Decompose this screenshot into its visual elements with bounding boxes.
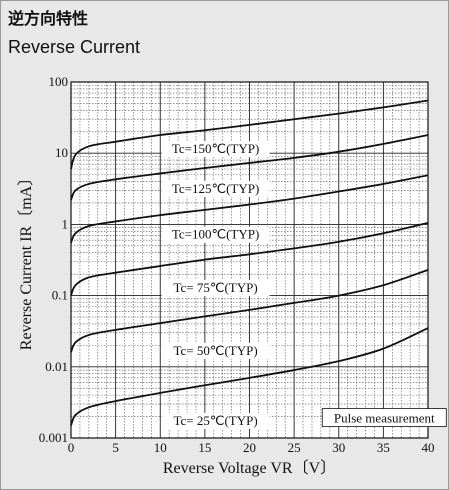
- y-tick-label: 1: [62, 216, 69, 231]
- x-tick-label: 40: [422, 440, 435, 455]
- series-line: [70, 174, 429, 244]
- y-tick-label: 0.1: [52, 288, 68, 303]
- series-label-bg: [161, 180, 270, 197]
- series-label: Tc= 25℃(TYP): [173, 413, 257, 428]
- series-label-bg: [161, 412, 270, 429]
- chart-title-english: Reverse Current: [8, 37, 141, 57]
- y-axis-title: Reverse Current IR〔mA〕: [17, 170, 35, 350]
- series-label: Tc= 50℃(TYP): [173, 343, 257, 358]
- annotation-box: [321, 408, 447, 427]
- x-tick-label: 5: [112, 440, 119, 455]
- y-tick-label: 0.01: [45, 359, 68, 374]
- plot-border: [70, 81, 429, 439]
- series-label-bg: [161, 141, 270, 158]
- x-tick-label: 15: [198, 440, 211, 455]
- x-tick-label: 0: [68, 440, 75, 455]
- series-label: Tc=125℃(TYP): [172, 181, 259, 196]
- series-label-bg: [161, 226, 270, 243]
- x-tick-label: 10: [154, 440, 167, 455]
- series-group: [70, 99, 429, 429]
- series-label: Tc=150℃(TYP): [172, 141, 259, 156]
- chart-title-japanese: 逆方向特性: [8, 9, 89, 28]
- series-label: Tc= 75℃(TYP): [173, 280, 257, 295]
- series-label-bg: [161, 280, 270, 297]
- y-tick-label: 100: [49, 74, 69, 89]
- series-line: [70, 222, 429, 296]
- x-tick-label: 35: [377, 440, 390, 455]
- series-label: Tc=100℃(TYP): [172, 227, 259, 242]
- x-axis-title: Reverse Voltage VR〔V〕: [163, 459, 336, 477]
- x-tick-label: 25: [288, 440, 301, 455]
- x-tick-label: 20: [243, 440, 256, 455]
- series-line: [70, 327, 429, 426]
- series-line: [70, 99, 429, 170]
- series-line: [70, 134, 429, 201]
- series-label-bg: [161, 342, 270, 359]
- y-tick-label: 10: [55, 145, 68, 160]
- series-line: [70, 268, 429, 353]
- y-tick-label: 0.001: [39, 430, 68, 445]
- x-tick-label: 30: [332, 440, 345, 455]
- annotation-text: Pulse measurement: [334, 411, 435, 426]
